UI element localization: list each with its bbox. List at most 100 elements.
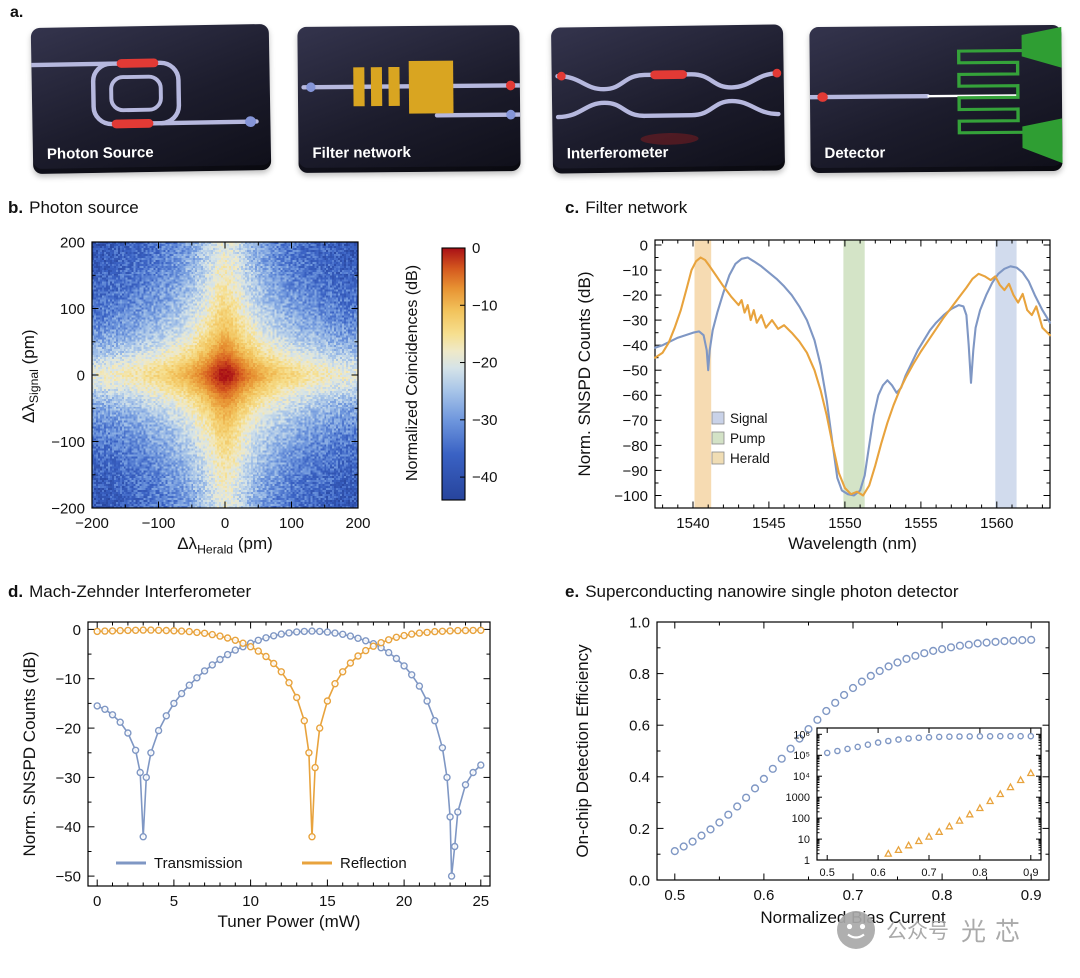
y-axis-label: Norm. SNSPD Counts (dB) bbox=[575, 271, 594, 477]
tick-label: 0 bbox=[93, 893, 101, 910]
chip-detector: Detector bbox=[809, 24, 1063, 174]
x-axis-label: Tuner Power (mW) bbox=[217, 912, 361, 931]
fiber-port-red-icon bbox=[506, 80, 516, 91]
chip-interferometer: Interferometer bbox=[550, 24, 786, 174]
panel-mzi: d. Mach-Zehnder Interferometer 0 5 10 15 20 25… bbox=[0, 576, 540, 978]
fiber-port-blue-icon bbox=[245, 116, 257, 127]
colorbar-frame bbox=[441, 247, 466, 501]
tick-label: −50 bbox=[56, 869, 81, 886]
tick-label: −100 bbox=[142, 515, 176, 532]
reflection-markers bbox=[93, 626, 485, 841]
fiber-port-red-icon bbox=[772, 68, 782, 78]
tick-label: −60 bbox=[623, 388, 648, 405]
band-signal bbox=[995, 240, 1017, 508]
tick-label: −100 bbox=[51, 434, 85, 451]
heater-reflection bbox=[640, 133, 699, 145]
fiber-port-blue-icon bbox=[506, 109, 516, 120]
chip-label: Detector bbox=[824, 144, 886, 162]
panel-letter: d. bbox=[8, 582, 24, 601]
tick-label: 0 bbox=[77, 367, 85, 384]
tick-label: 1.0 bbox=[629, 614, 650, 631]
heater-icon bbox=[116, 58, 159, 68]
axes: 0.5 0.6 0.7 0.8 0.9 0.0 0.2 0.4 0.6 0.8 1.0 bbox=[629, 614, 1050, 904]
waveguide-path bbox=[555, 98, 781, 120]
interferometer-chip-art bbox=[555, 68, 782, 145]
tick-label: 100 bbox=[279, 515, 304, 532]
tick-label: 0 bbox=[221, 515, 229, 532]
heater-icon bbox=[650, 70, 687, 80]
panel-a-device-renders: a. Photon Source bbox=[0, 0, 1080, 190]
filter-block-icon bbox=[408, 60, 454, 114]
tick-label: 100 bbox=[792, 813, 810, 825]
tick-label: 15 bbox=[319, 893, 336, 910]
photon-source-chip-art bbox=[30, 58, 259, 129]
tick-label: −40 bbox=[56, 819, 81, 836]
tick-label: 0.6 bbox=[753, 887, 774, 904]
detector-chip-art bbox=[809, 26, 1063, 164]
chip-filter-network: Filter network bbox=[297, 25, 521, 173]
tick-label: Pump bbox=[730, 431, 765, 446]
tick-label: −200 bbox=[51, 500, 85, 517]
tick-label: −10 bbox=[472, 297, 497, 314]
panel-letter: c. bbox=[565, 198, 580, 217]
tick-label: 10 bbox=[242, 893, 259, 910]
chip-label: Photon Source bbox=[46, 143, 154, 163]
legend: Transmission Reflection bbox=[116, 855, 407, 872]
legend-swatch bbox=[711, 431, 725, 445]
panel-filter-network: c. Filter network 1540 1545 1550 1555 1560 0 −1… bbox=[545, 196, 1080, 576]
tick-label: Herald bbox=[730, 451, 770, 466]
tick-label: 1550 bbox=[828, 515, 861, 532]
tick-label: 1555 bbox=[904, 515, 937, 532]
panel-a-label: a. bbox=[10, 4, 24, 21]
tick-label: −90 bbox=[623, 463, 648, 480]
axes: −200 −100 0 100 200 −200 −100 0 100 200 bbox=[51, 234, 370, 532]
tick-label: Signal bbox=[730, 411, 768, 426]
transmission-curve bbox=[96, 630, 482, 877]
tick-label: 25 bbox=[472, 893, 489, 910]
tick-label: 0 bbox=[472, 240, 480, 257]
tick-label: 0.8 bbox=[972, 867, 987, 879]
tick-label: 0.7 bbox=[843, 887, 864, 904]
x-axis-label: Wavelength (nm) bbox=[788, 534, 917, 553]
axes: 0.5 0.6 0.7 0.8 0.9 1 10 100 1000 10⁴ 10⁵ 10⁶ bbox=[786, 727, 1042, 879]
band-pump bbox=[843, 240, 865, 508]
waveguide-path bbox=[809, 93, 930, 100]
colorbar-label: Normalized Coincidences (dB) bbox=[404, 264, 421, 482]
panel-photon-source: b. Photon source −200 −100 0 100 200 −200 −100 0… bbox=[0, 196, 545, 576]
waveguide-loop bbox=[90, 60, 182, 127]
grating-block-icon bbox=[353, 67, 365, 107]
tick-label: 1000 bbox=[786, 792, 810, 804]
waveguide-path bbox=[159, 119, 259, 126]
inset-background bbox=[817, 728, 1041, 860]
panel-title: e. Superconducting nanowire single photon… bbox=[565, 582, 959, 602]
fiber-port-red-icon bbox=[556, 71, 566, 81]
tick-label: −40 bbox=[623, 338, 648, 355]
tick-label: 100 bbox=[60, 301, 85, 318]
waveguide-inner-loop bbox=[109, 74, 163, 113]
tick-label: 5 bbox=[170, 893, 178, 910]
contact-pad-icon bbox=[1022, 118, 1063, 164]
tick-label: 0.6 bbox=[629, 718, 650, 735]
chip-label: Interferometer bbox=[566, 143, 669, 163]
nanowire-meander-icon bbox=[956, 48, 1025, 135]
colorbar-gradient bbox=[442, 248, 465, 500]
mzi-plot-svg: 0 5 10 15 20 25 0 −10 −20 −30 −40 −50 Transmission Re… bbox=[56, 621, 491, 910]
y-axis-label: On-chip Detection Efficiency bbox=[573, 644, 592, 858]
contact-pad-icon bbox=[1021, 26, 1062, 68]
tick-label: 0.6 bbox=[870, 867, 885, 879]
chip-photon-source: Photon Source bbox=[30, 23, 272, 175]
tick-label: Reflection bbox=[340, 855, 407, 872]
tick-label: −200 bbox=[75, 515, 109, 532]
tick-label: 0.5 bbox=[664, 887, 685, 904]
tick-label: 0 bbox=[640, 237, 648, 254]
tick-label: −30 bbox=[56, 770, 81, 787]
grating-block-icon bbox=[370, 67, 383, 107]
panel-title-text: Photon source bbox=[29, 198, 139, 217]
fiber-port-blue-icon bbox=[306, 82, 316, 93]
panel-title: d. Mach-Zehnder Interferometer bbox=[8, 582, 251, 602]
tick-label: −30 bbox=[623, 313, 648, 330]
waveguide-path bbox=[434, 112, 521, 118]
tick-label: −20 bbox=[56, 720, 81, 737]
tick-label: 1 bbox=[804, 855, 810, 867]
